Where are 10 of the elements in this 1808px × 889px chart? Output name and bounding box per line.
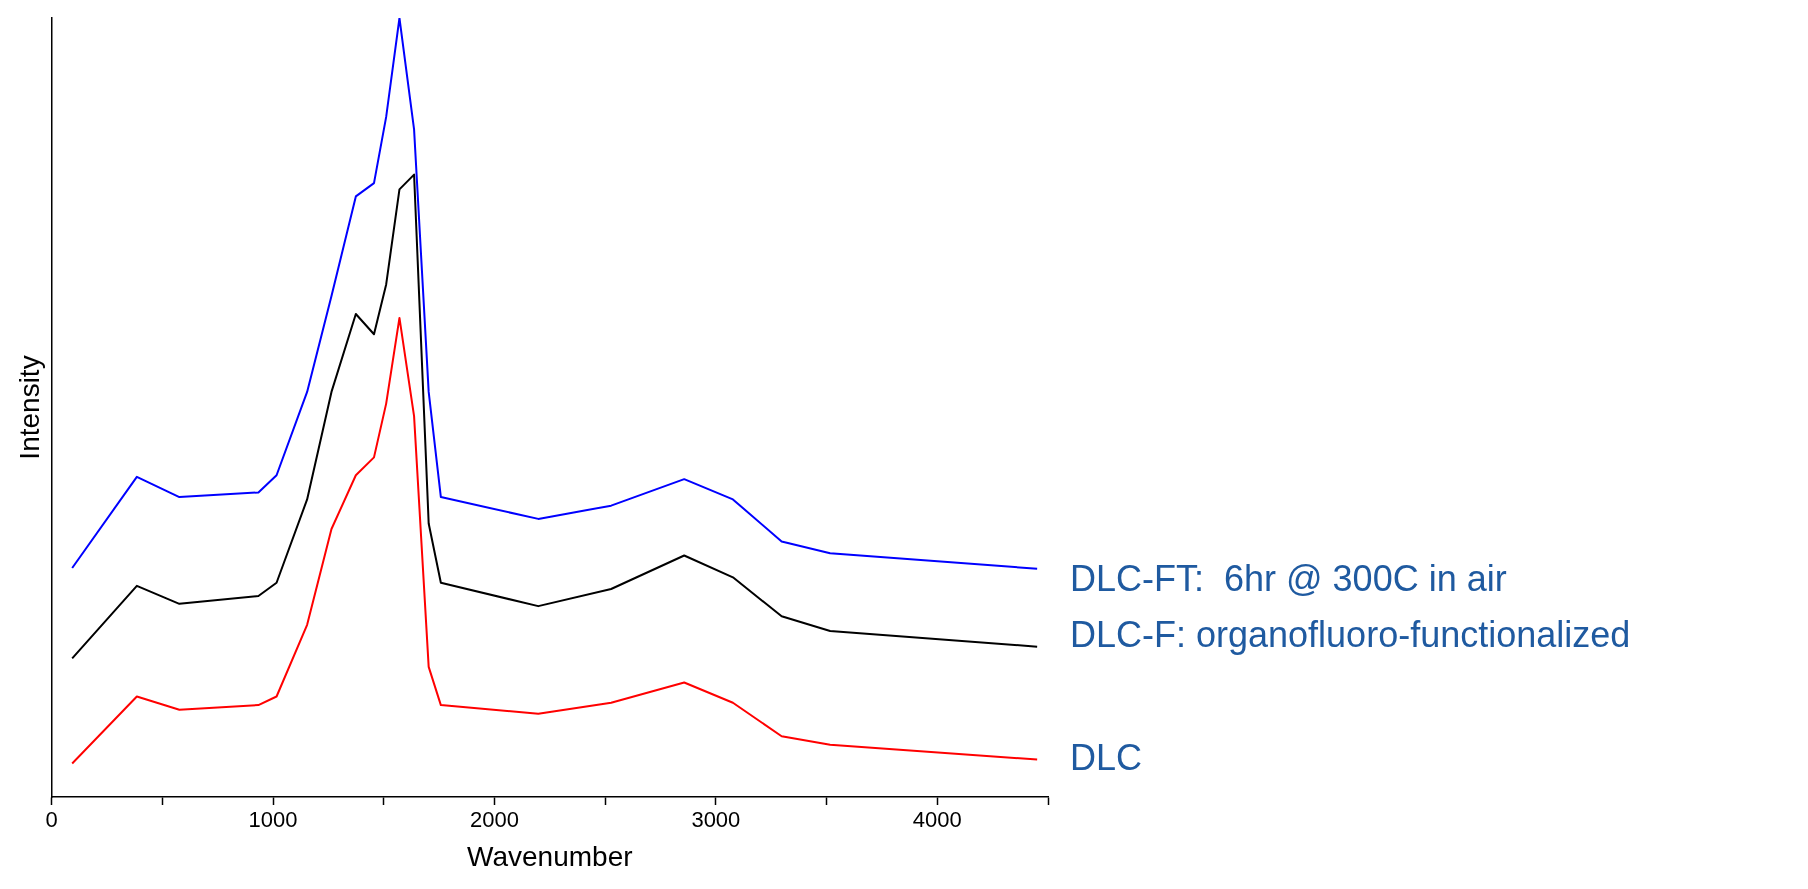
x-tick-label: 4000 — [912, 807, 962, 833]
series-label: DLC-F: organofluoro-functionalized — [1070, 613, 1631, 655]
x-tick-label: 0 — [45, 807, 58, 833]
y-axis-title: Intensity — [13, 355, 45, 460]
series-label: DLC-FT: 6hr @ 300C in air — [1070, 557, 1507, 599]
x-tick-label: 2000 — [469, 807, 519, 833]
x-tick-label: 3000 — [691, 807, 741, 833]
x-axis-title: Wavenumber — [467, 840, 633, 872]
series-label: DLC — [1070, 736, 1143, 778]
x-tick-label: 1000 — [248, 807, 298, 833]
